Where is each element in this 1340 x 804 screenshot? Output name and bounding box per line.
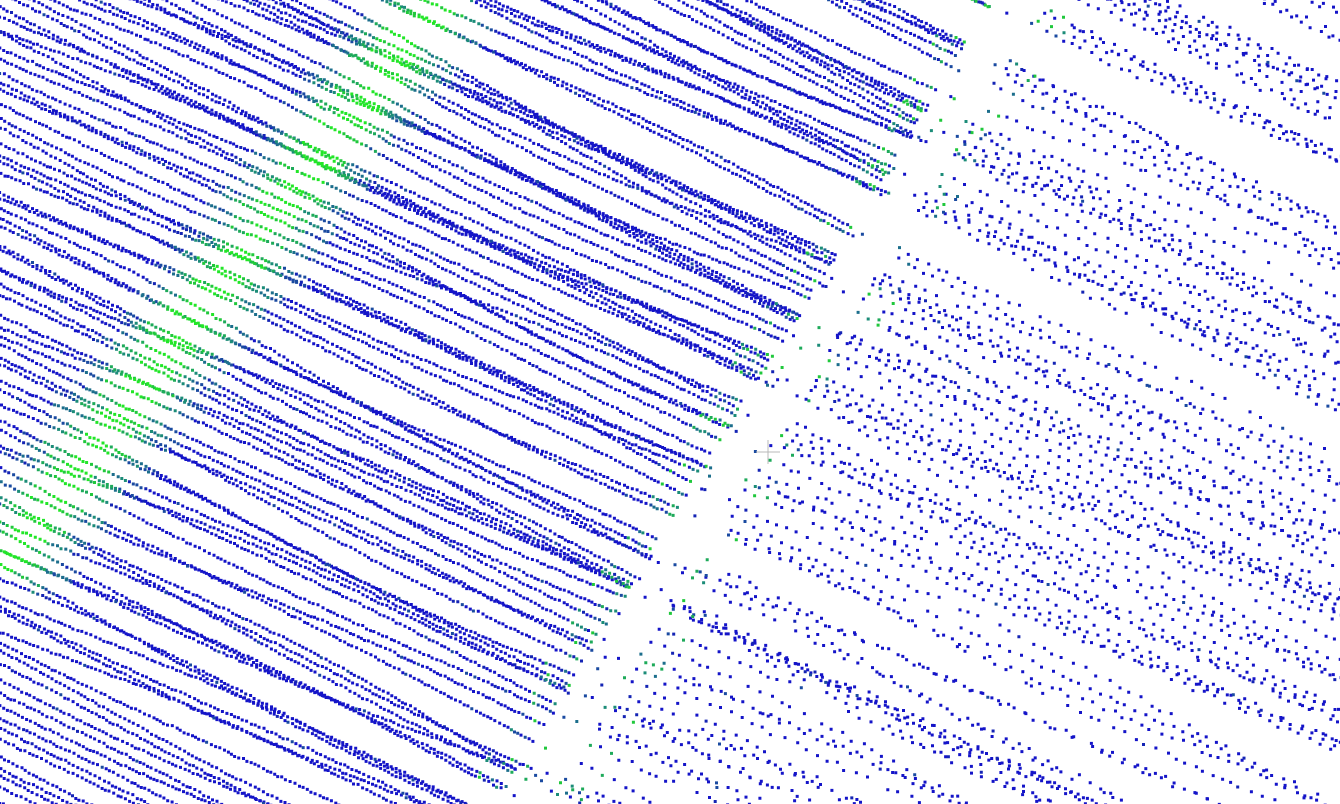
crosshair — [756, 440, 780, 464]
